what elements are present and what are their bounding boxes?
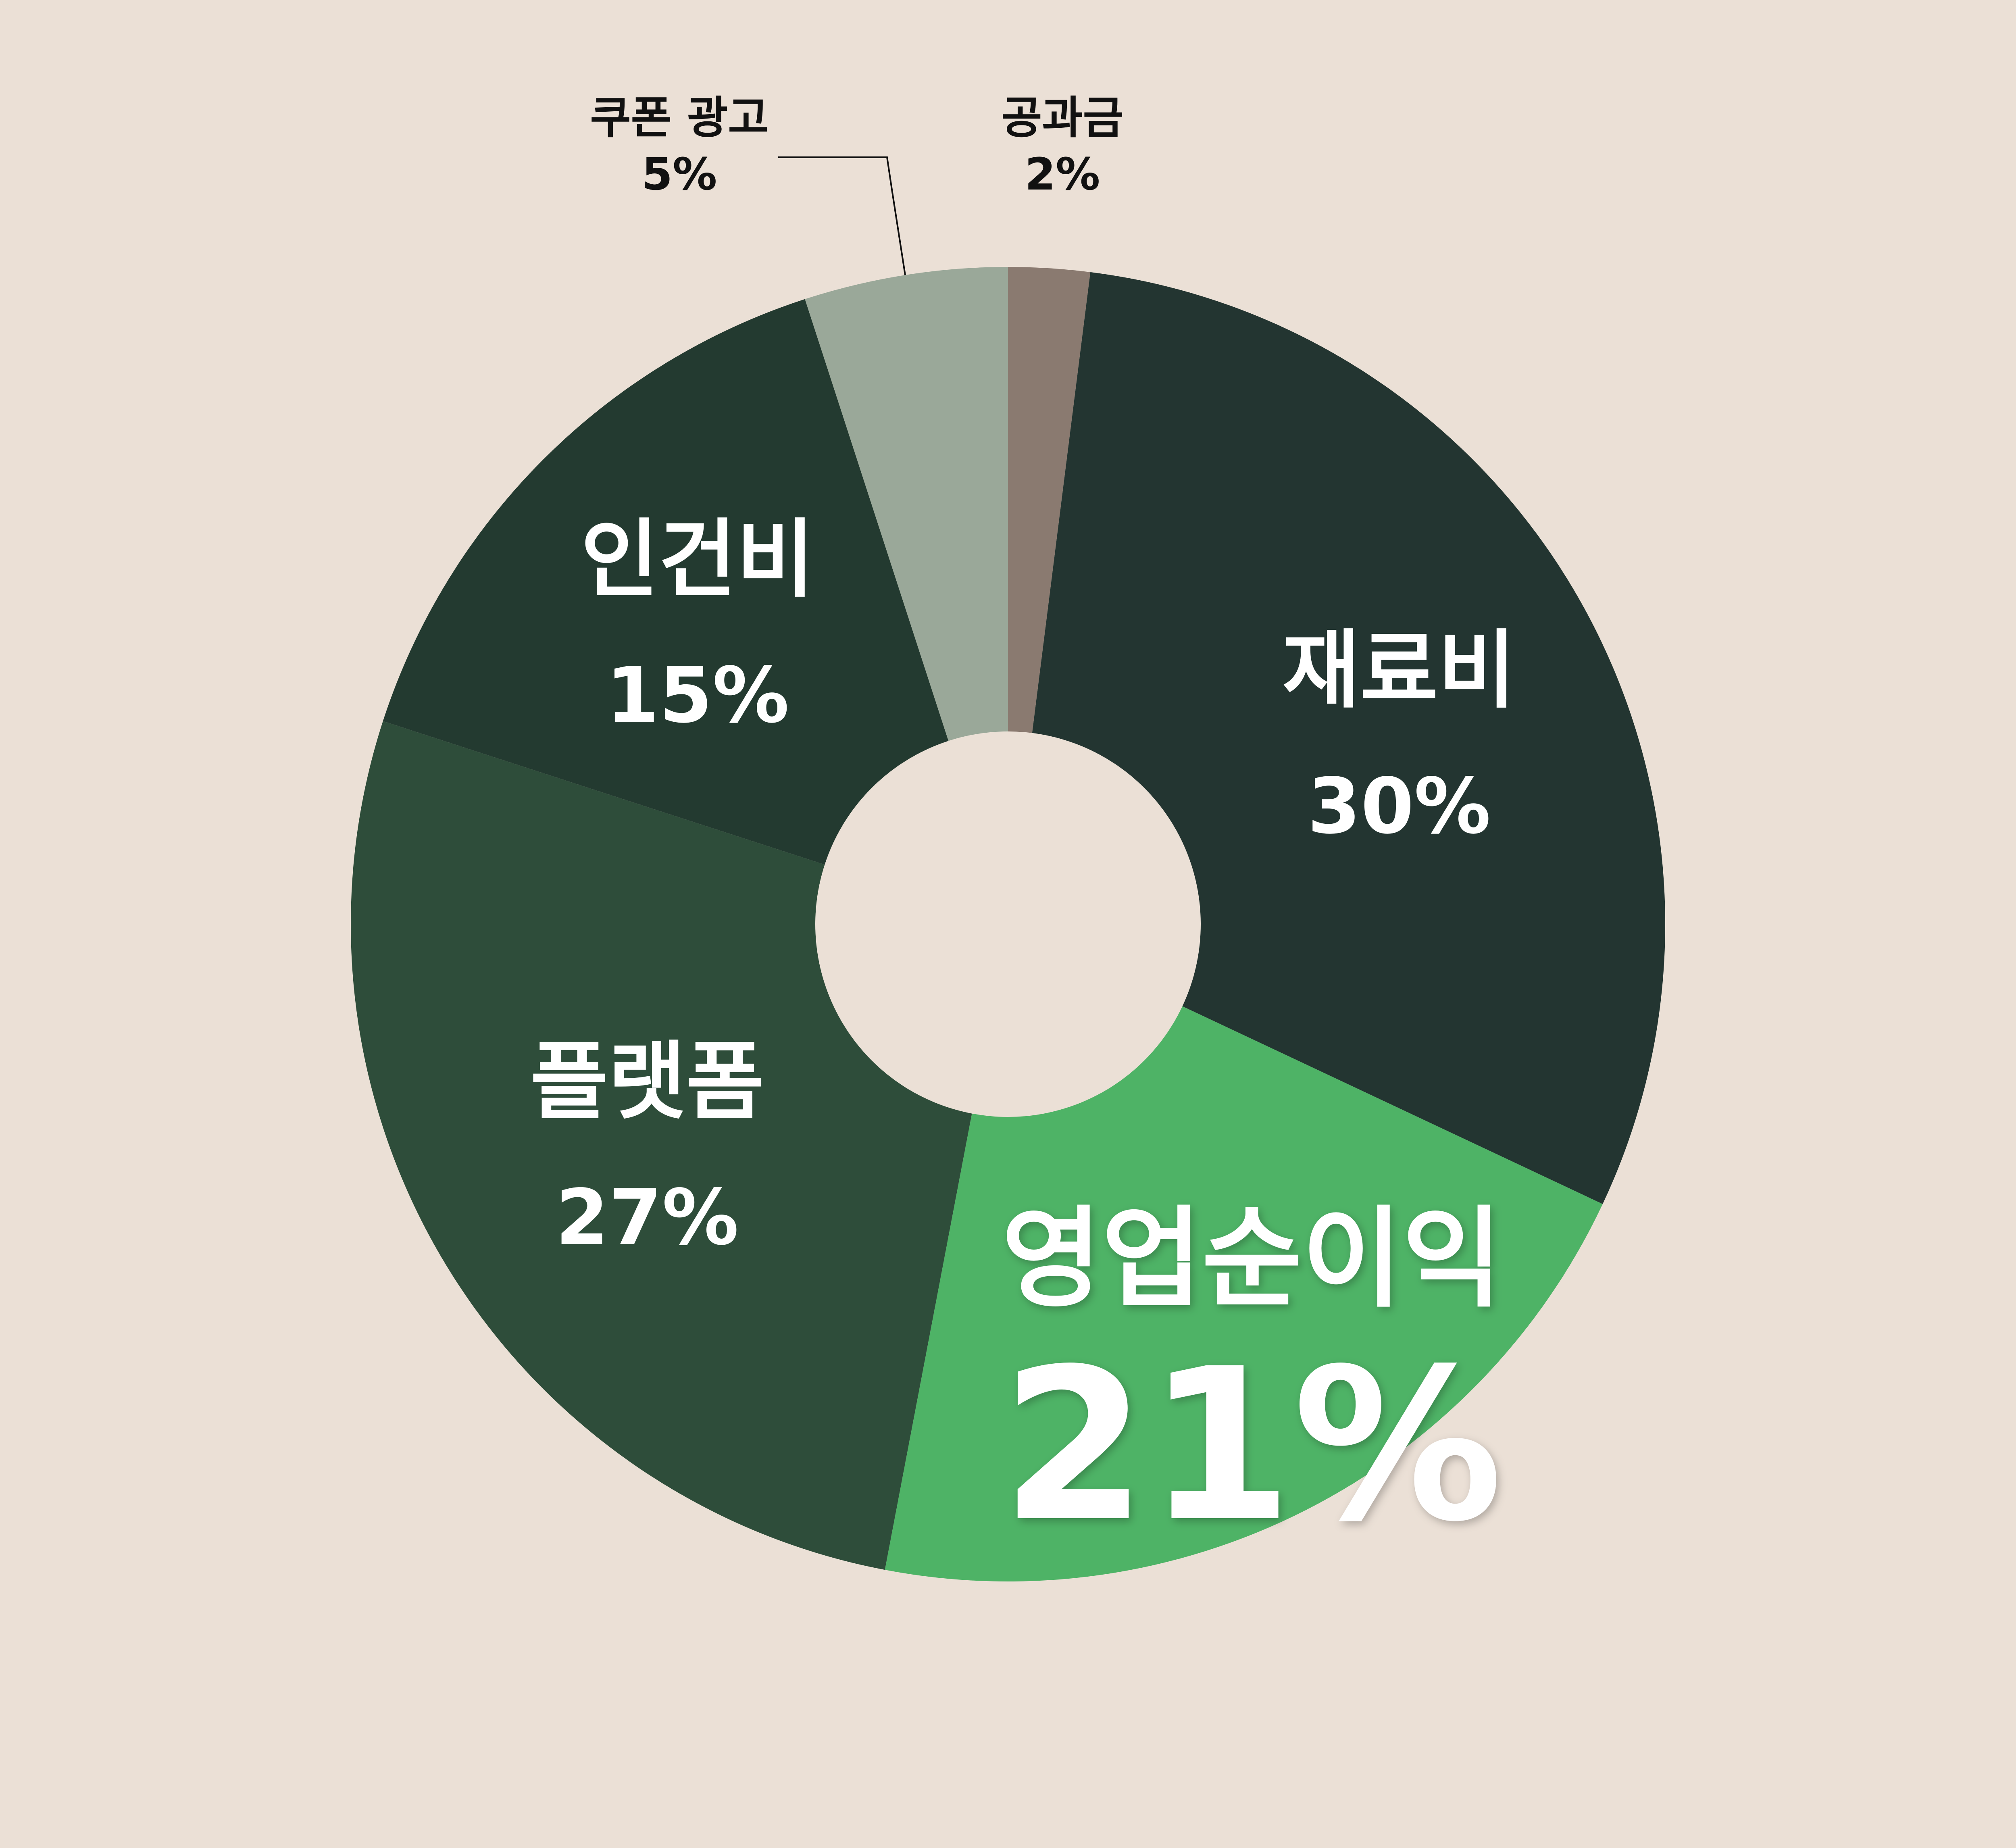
slice-5-name-label: 쿠폰 광고: [590, 92, 768, 144]
leader-lines-layer: [778, 156, 906, 275]
slice-5-leader-line: [778, 156, 906, 275]
slice-2-percent-label: 21%: [1001, 1323, 1503, 1568]
slice-0-name-label: 공과금: [1001, 92, 1124, 144]
slice-1-name-label: 재료비: [1282, 621, 1516, 720]
slice-0-percent-label: 2%: [1025, 148, 1100, 200]
slice-2-name-label: 영업순이익: [1002, 1195, 1502, 1322]
hole-layer: [815, 731, 1201, 1117]
slice-3-name-label: 플랫폼: [530, 1032, 764, 1131]
donut-hole: [815, 731, 1201, 1117]
slice-4-percent-label: 15%: [606, 651, 789, 740]
slice-5-percent-label: 5%: [642, 148, 717, 200]
slice-4: [383, 299, 1008, 924]
slice-4-name-label: 인건비: [581, 510, 814, 609]
slice-1-percent-label: 30%: [1308, 762, 1491, 851]
slice-3-percent-label: 27%: [556, 1173, 739, 1262]
